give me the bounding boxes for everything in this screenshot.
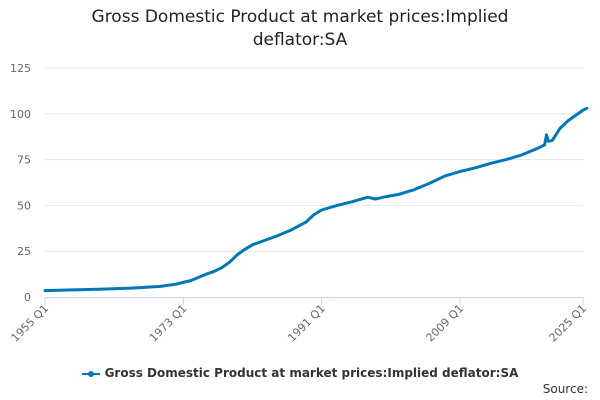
legend[interactable]: Gross Domestic Product at market prices:… <box>0 366 600 380</box>
series-layer <box>43 106 589 293</box>
legend-label: Gross Domestic Product at market prices:… <box>104 366 519 380</box>
gridlines <box>45 67 583 252</box>
x-tick-label: 1973 Q1 <box>147 302 190 345</box>
y-tick-label: 25 <box>17 245 31 258</box>
chart-title-line-1: Gross Domestic Product at market prices:… <box>91 7 509 27</box>
x-tick-label: 1991 Q1 <box>285 302 328 345</box>
x-tick-label: 2009 Q1 <box>424 302 467 345</box>
y-tick-label: 100 <box>10 108 31 121</box>
chart-title: Gross Domestic Product at market prices:… <box>0 6 600 52</box>
y-axis-ticks: 0 25 50 75 100 125 <box>10 62 31 304</box>
chart-title-line-2: deflator:SA <box>252 30 348 50</box>
y-tick-label: 50 <box>17 199 31 212</box>
y-tick-label: 125 <box>10 62 31 75</box>
y-tick-label: 75 <box>17 154 31 167</box>
y-tick-label: 0 <box>24 291 31 304</box>
legend-swatch <box>81 369 100 379</box>
x-tick-label: 2025 Q1 <box>547 302 590 345</box>
x-tick-label: 1955 Q1 <box>9 302 52 345</box>
series-line[interactable] <box>43 106 589 293</box>
x-axis-ticks: 1955 Q1 1973 Q1 1991 Q1 2009 Q1 2025 Q1 <box>9 297 590 345</box>
source-label: Source: <box>542 382 588 396</box>
